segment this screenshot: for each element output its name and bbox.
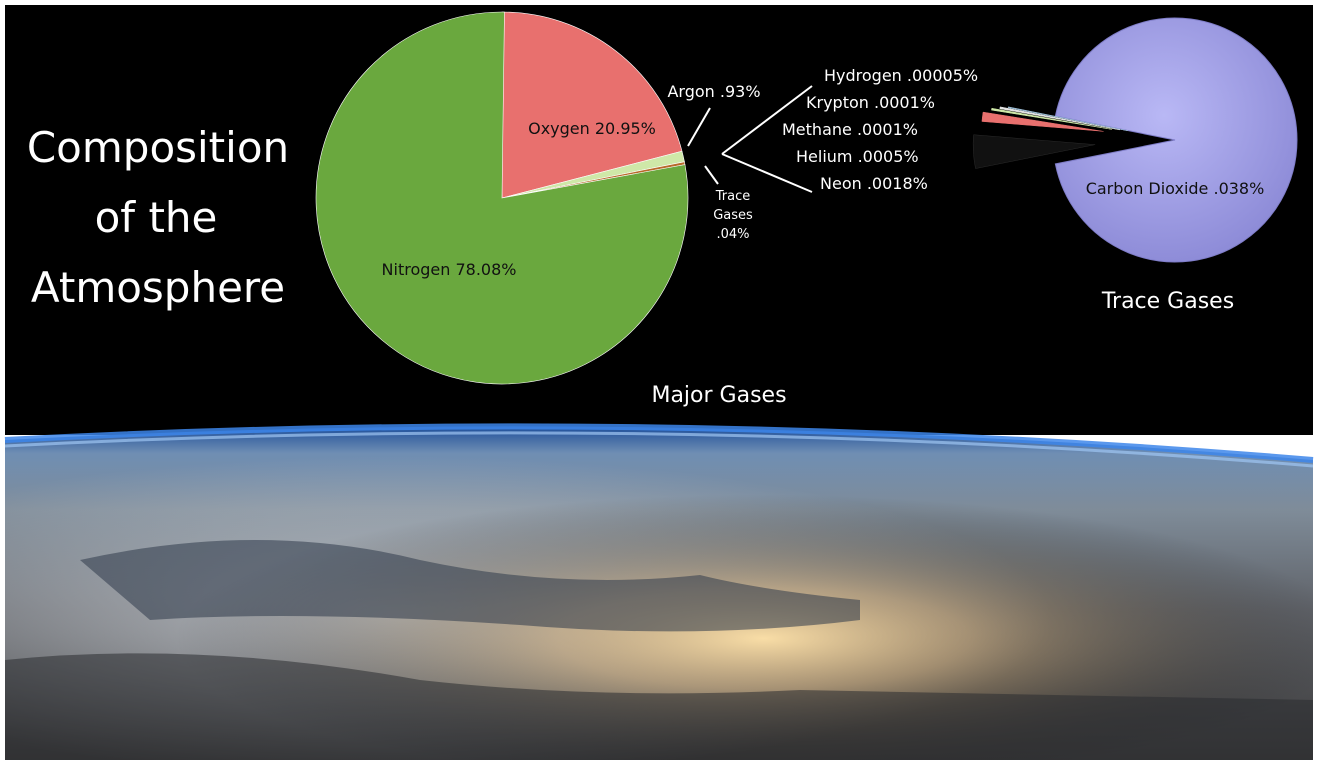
trace-note-line-3: .04% (716, 227, 749, 242)
heading-line-2: of the (95, 193, 218, 242)
heading-line-3: Atmosphere (31, 263, 285, 312)
trace-note-line-2: Gases (713, 208, 753, 223)
trace-gas-list: Hydrogen .00005% Krypton .0001% Methane … (782, 66, 978, 193)
slice-label-nitrogen: Nitrogen 78.08% (382, 260, 517, 279)
trace-label-neon: Neon .0018% (820, 174, 928, 193)
major-pie-labels: Oxygen 20.95% Nitrogen 78.08% Argon .93%… (382, 82, 761, 279)
heading-line-1: Composition (27, 123, 289, 172)
trace-label-helium: Helium .0005% (796, 147, 919, 166)
trace-label-methane: Methane .0001% (782, 120, 918, 139)
trace-gases-title: Trace Gases (1101, 289, 1234, 314)
pie-slice-carbon-dioxide (1054, 17, 1298, 263)
pie-slice-hydrogen (1007, 106, 1128, 132)
pie-slice-methane (991, 107, 1112, 130)
trace-leader-line (704, 165, 719, 185)
earth-photo (4, 423, 1314, 760)
trace-label-hydrogen: Hydrogen .00005% (824, 66, 978, 85)
argon-leader-line (687, 107, 711, 147)
pie-slice-neon (972, 134, 1096, 169)
trace-label-krypton: Krypton .0001% (806, 93, 935, 112)
pie-slice-nitrogen (315, 11, 689, 385)
major-gases-pie (315, 11, 689, 385)
pie-slice-helium (981, 111, 1104, 132)
pie-slice-krypton (999, 106, 1120, 131)
trace-gases-pie (972, 17, 1298, 263)
trace-connector (721, 85, 813, 193)
slice-label-argon: Argon .93% (667, 82, 760, 101)
major-gases-title: Major Gases (651, 383, 786, 408)
main-heading: Composition of the Atmosphere (27, 123, 289, 312)
slice-label-oxygen: Oxygen 20.95% (528, 119, 656, 138)
trace-note-line-1: Trace (715, 189, 751, 204)
major-title-backdrop (612, 372, 826, 416)
pie-slice-oxygen (501, 11, 683, 199)
trace-label-carbon-dioxide: Carbon Dioxide .038% (1086, 179, 1265, 198)
